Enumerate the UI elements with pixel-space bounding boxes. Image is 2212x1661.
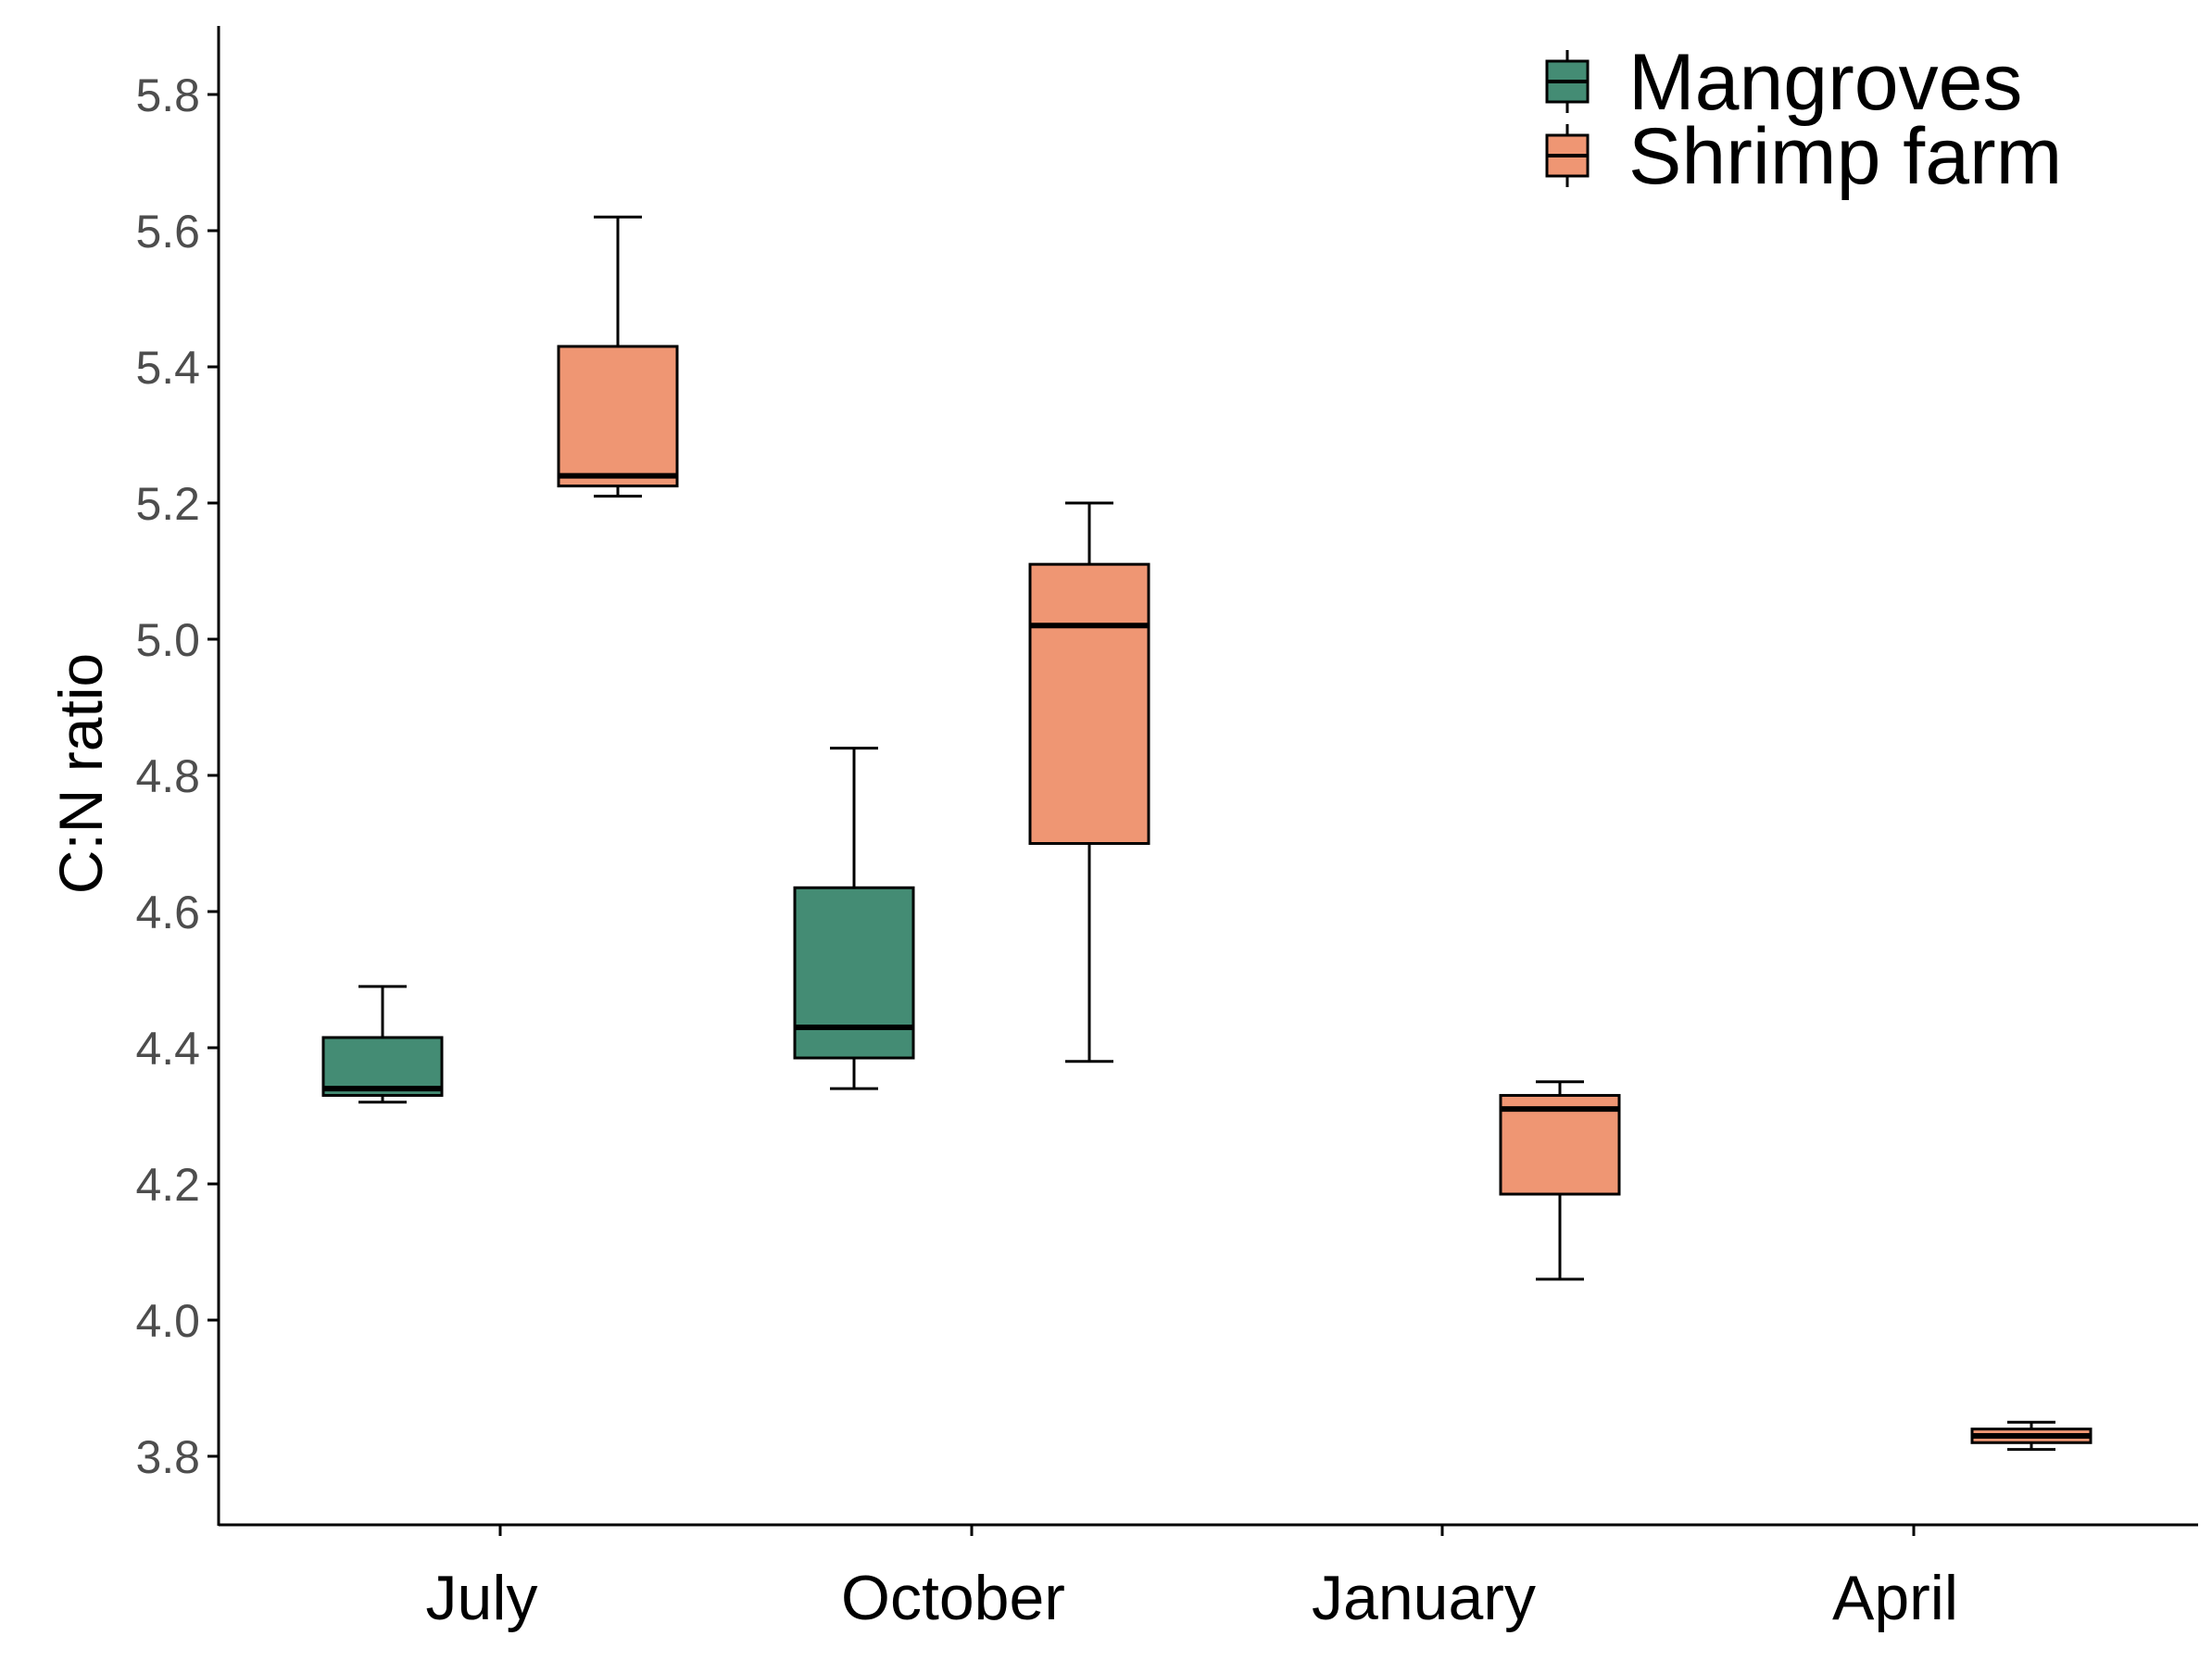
y-tick-label: 4.2 [135,1159,200,1211]
box-body [1499,1093,1621,1196]
box-shrimp-farm-october [1028,501,1150,1063]
box-shrimp-farm-april [1970,1420,2093,1452]
y-tick-label: 5.8 [135,69,200,121]
x-tick-label: July [426,1563,538,1633]
y-tick-label: 5.4 [135,342,200,394]
y-tick-label: 5.6 [135,206,200,258]
box-body [1028,562,1150,846]
legend-item-mangroves: Mangroves [1545,38,2022,127]
box-body [557,345,679,488]
box-mangroves-october [793,747,915,1090]
boxes-layer [321,215,2093,1452]
y-tick-label: 4.6 [135,887,200,938]
y-tick-label: 4.8 [135,750,200,802]
box-body [321,1036,444,1097]
y-tick-label: 5.2 [135,478,200,530]
x-tick-label: January [1312,1563,1536,1633]
y-ticks: 3.8 4.0 4.2 4.4 4.6 4.8 5.0 5.2 5.4 5.6 5.8 [135,69,219,1483]
y-tick-label: 4.4 [135,1023,200,1075]
x-tick-label: April [1832,1563,1958,1633]
legend-label: Shrimp farm [1628,112,2062,201]
box-body [793,886,915,1060]
x-tick-label: October [841,1563,1065,1633]
x-ticks: July October January April [426,1525,1958,1633]
y-tick-label: 3.8 [135,1431,200,1483]
y-tick-label: 4.0 [135,1295,200,1347]
legend-label: Mangroves [1628,38,2022,127]
legend-item-shrimp-farm: Shrimp farm [1545,112,2062,201]
y-tick-label: 5.0 [135,614,200,666]
box-mangroves-july [321,985,444,1104]
y-axis-title: C:N ratio [46,653,115,894]
box-shrimp-farm-july [557,215,679,498]
box-shrimp-farm-january [1499,1080,1621,1281]
